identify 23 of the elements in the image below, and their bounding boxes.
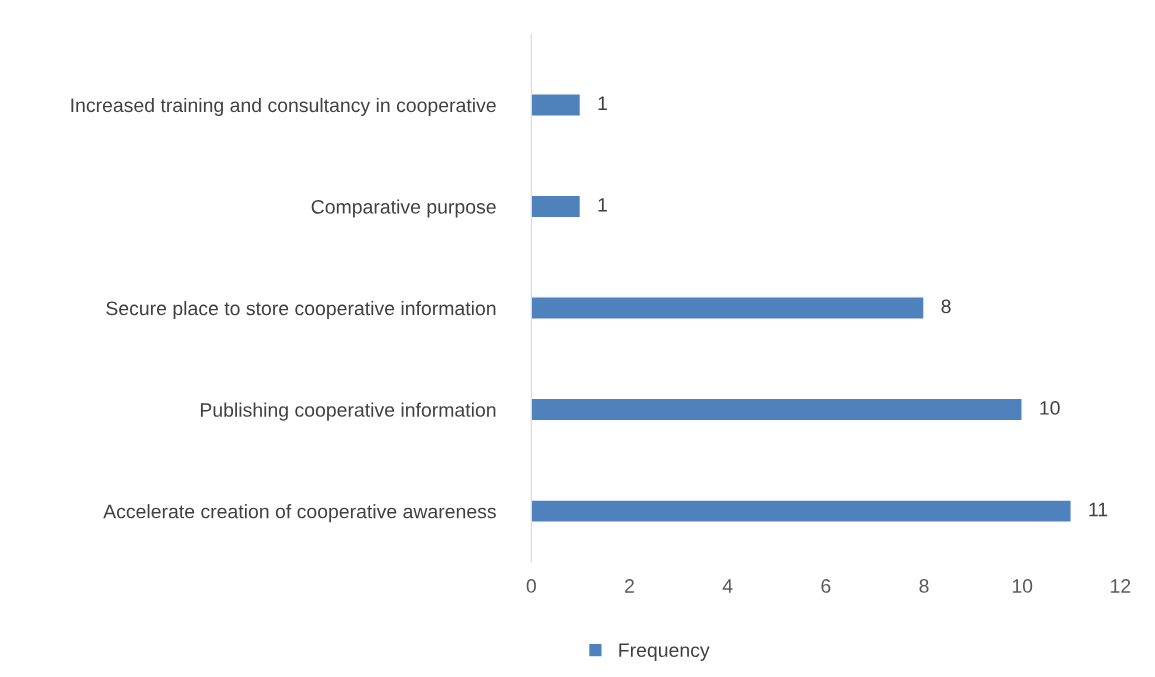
data-label: 1 — [598, 96, 607, 110]
bar — [531, 296, 925, 320]
x-tick-label: 0 — [526, 579, 536, 593]
x-tick-label: 12 — [1111, 579, 1131, 593]
data-label: 1 — [598, 198, 607, 212]
x-tick-label: 6 — [821, 579, 831, 593]
bar — [531, 397, 1023, 422]
data-label: 8 — [941, 299, 951, 314]
x-tick-label: 8 — [919, 579, 929, 593]
bar — [531, 194, 582, 219]
y-tick-label: Increased training and consultancy in cooperative — [71, 97, 496, 117]
y-tick-label: Accelerate creation of cooperative awareness — [103, 504, 496, 523]
y-tick-label: Secure place to store cooperative information — [106, 300, 496, 320]
y-tick-label: Publishing cooperative information — [200, 402, 496, 421]
legend-label: Frequency — [619, 643, 710, 661]
data-label: 10 — [1040, 401, 1060, 415]
y-tick-label: Comparative purpose — [311, 199, 496, 218]
x-tick-label: 2 — [625, 579, 634, 593]
data-label: 11 — [1089, 502, 1108, 517]
bar — [531, 93, 582, 117]
bar — [531, 499, 1072, 524]
x-tick-label: 4 — [722, 579, 733, 593]
x-tick-label: 10 — [1012, 579, 1033, 593]
